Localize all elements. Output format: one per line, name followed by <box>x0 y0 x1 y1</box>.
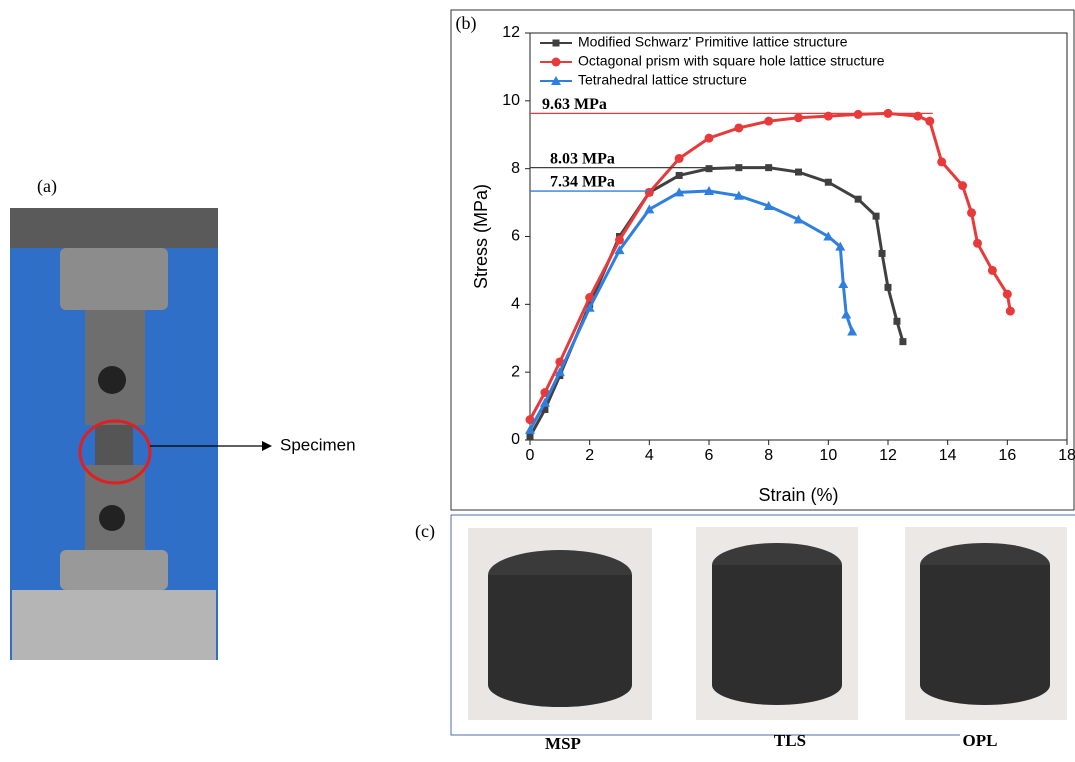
marker <box>525 415 535 425</box>
x-tick-label: 12 <box>879 447 897 464</box>
marker <box>615 235 624 245</box>
legend-label: Tetrahedral lattice structure <box>578 72 747 88</box>
marker <box>764 116 774 126</box>
panel-label: (b) <box>456 13 477 34</box>
plot: 0 2 4 6 8 10 12 14 16 18 0 2 4 6 8 10 12 Strain (%) Stress… <box>471 24 1075 505</box>
marker <box>704 133 714 143</box>
marker <box>1005 306 1015 316</box>
x-tick-label: 8 <box>764 447 773 464</box>
marker <box>763 200 774 210</box>
legend-label: Octagonal prism with square hole lattice… <box>578 53 885 69</box>
x-tick-label: 18 <box>1058 447 1075 464</box>
x-tick-label: 6 <box>705 447 714 464</box>
marker <box>674 153 684 163</box>
marker <box>644 187 654 197</box>
marker <box>733 190 744 200</box>
y-tick-label: 8 <box>511 160 520 177</box>
marker <box>1002 289 1012 299</box>
y-tick-label: 12 <box>502 24 520 41</box>
x-tick-label: 2 <box>585 447 594 464</box>
annotation: Specimen <box>280 435 356 454</box>
x-tick-label: 4 <box>645 447 654 464</box>
marker <box>584 302 595 312</box>
panel-label: (a) <box>37 176 57 197</box>
marker <box>541 405 549 413</box>
marker <box>841 309 852 319</box>
marker <box>644 204 655 214</box>
reference-label: 9.63 MPa <box>542 96 607 113</box>
marker <box>704 186 714 196</box>
legend-marker <box>551 76 561 85</box>
marker <box>539 397 550 407</box>
marker <box>893 317 901 325</box>
marker <box>973 238 982 248</box>
panel-label: (c) <box>415 521 435 542</box>
y-tick-label: 6 <box>511 228 520 245</box>
marker <box>794 113 803 123</box>
panel-frame <box>450 514 1075 736</box>
marker <box>835 241 846 251</box>
caption: MSP <box>545 734 581 753</box>
marker <box>987 265 997 275</box>
marker <box>795 168 802 176</box>
marker <box>967 208 977 218</box>
marker <box>853 109 863 119</box>
plot-frame <box>529 32 1068 441</box>
marker <box>847 326 858 336</box>
x-tick-label: 10 <box>819 447 837 464</box>
panel-frame <box>450 9 1075 511</box>
y-tick-label: 2 <box>511 363 520 380</box>
marker <box>838 278 849 288</box>
x-tick-label: 0 <box>526 447 535 464</box>
marker <box>614 245 625 255</box>
y-tick-label: 10 <box>502 92 520 109</box>
photo-a <box>10 208 272 660</box>
marker <box>899 338 907 346</box>
x-tick-label: 16 <box>998 447 1016 464</box>
marker <box>854 195 862 203</box>
x-tick-label: 14 <box>939 447 957 464</box>
reference-label: 8.03 MPa <box>550 150 615 167</box>
marker <box>823 231 834 241</box>
marker <box>793 214 804 224</box>
y-axis-label: Stress (MPa) <box>471 184 491 289</box>
marker <box>585 293 595 303</box>
caption: OPL <box>963 731 998 750</box>
y-tick-label: 0 <box>511 431 520 448</box>
marker <box>958 181 968 191</box>
marker <box>925 116 935 126</box>
marker <box>872 212 880 220</box>
marker <box>674 187 685 197</box>
x-axis-label: Strain (%) <box>758 485 838 505</box>
photos-c <box>468 527 1067 720</box>
reference-label: 7.34 MPa <box>550 174 615 191</box>
legend-marker <box>551 57 561 67</box>
series-line <box>528 189 854 431</box>
caption: TLS <box>774 731 806 750</box>
marker <box>765 164 773 172</box>
marker <box>525 424 535 434</box>
y-tick-label: 4 <box>511 296 520 313</box>
marker <box>675 171 683 179</box>
marker <box>554 367 565 377</box>
legend-marker <box>552 39 560 47</box>
marker <box>734 123 744 133</box>
marker <box>705 165 713 173</box>
marker <box>884 283 892 291</box>
marker <box>824 178 832 186</box>
marker <box>526 433 534 441</box>
legend-label: Modified Schwarz' Primitive lattice stru… <box>578 34 848 50</box>
marker <box>937 157 947 167</box>
marker <box>878 249 886 257</box>
